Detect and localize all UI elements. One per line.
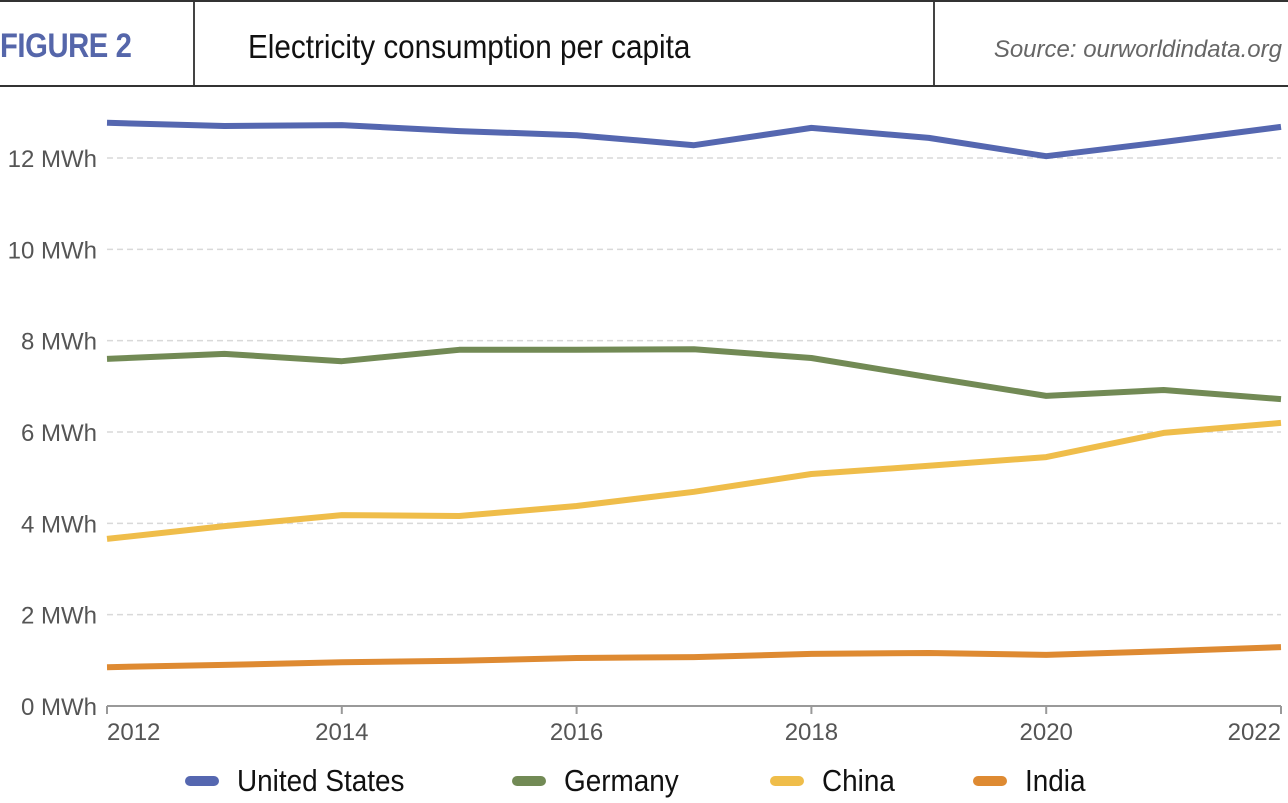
legend-label: United States bbox=[237, 762, 405, 798]
legend-swatch-icon bbox=[770, 775, 804, 786]
y-tick-label: 2 MWh bbox=[21, 603, 97, 630]
legend-item-germany: Germany bbox=[512, 758, 691, 803]
x-tick-label: 2016 bbox=[550, 719, 603, 746]
y-tick-label: 10 MWh bbox=[8, 237, 97, 264]
series-line-china bbox=[106, 419, 1282, 542]
chart-title: Electricity consumption per capita bbox=[248, 28, 691, 65]
x-tick-label: 2020 bbox=[1020, 719, 1073, 746]
x-tick-label: 2018 bbox=[785, 719, 838, 746]
y-tick-label: 0 MWh bbox=[21, 694, 97, 721]
header-divider bbox=[193, 2, 195, 85]
series-lines bbox=[106, 119, 1282, 671]
x-tick-label: 2012 bbox=[107, 719, 160, 746]
y-tick-label: 4 MWh bbox=[21, 511, 97, 538]
legend-swatch-icon bbox=[512, 775, 546, 786]
legend-item-china: China bbox=[770, 758, 903, 803]
series-line-united-states bbox=[106, 119, 1282, 160]
series-line-india bbox=[106, 644, 1282, 671]
legend-label: India bbox=[1025, 762, 1086, 798]
series-line-germany bbox=[106, 346, 1282, 403]
legend-item-india: India bbox=[973, 758, 1092, 803]
line-chart: 0 MWh 2 MWh 4 MWh 6 MWh 8 MWh 10 MWh 12 MWh 20… bbox=[8, 119, 1282, 746]
figure-header: FIGURE 2 Electricity consumption per cap… bbox=[0, 0, 1288, 87]
legend-swatch-icon bbox=[185, 775, 219, 786]
legend-label: China bbox=[822, 762, 895, 798]
x-tick-label: 2014 bbox=[315, 719, 368, 746]
gridlines bbox=[107, 157, 1281, 616]
y-axis-ticks: 0 MWh 2 MWh 4 MWh 6 MWh 8 MWh 10 MWh 12 MWh bbox=[8, 146, 97, 721]
header-divider bbox=[933, 2, 935, 85]
legend: United States Germany China India bbox=[0, 758, 1288, 803]
legend-item-united-states: United States bbox=[185, 758, 423, 803]
legend-swatch-icon bbox=[973, 775, 1007, 786]
source-note: Source: ourworldindata.org bbox=[993, 36, 1282, 63]
y-tick-label: 12 MWh bbox=[8, 146, 97, 173]
x-tick-label: 2022 bbox=[1228, 719, 1281, 746]
x-axis: 2012 2014 2016 2018 2020 2022 bbox=[106, 705, 1282, 746]
y-tick-label: 8 MWh bbox=[21, 329, 97, 356]
y-tick-label: 6 MWh bbox=[21, 420, 97, 447]
figure-label: FIGURE 2 bbox=[0, 27, 132, 65]
legend-label: Germany bbox=[564, 762, 679, 798]
